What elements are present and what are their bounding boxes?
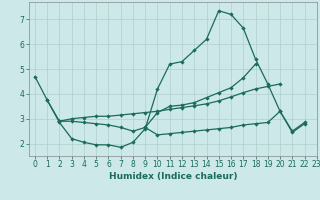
X-axis label: Humidex (Indice chaleur): Humidex (Indice chaleur) <box>108 172 237 181</box>
